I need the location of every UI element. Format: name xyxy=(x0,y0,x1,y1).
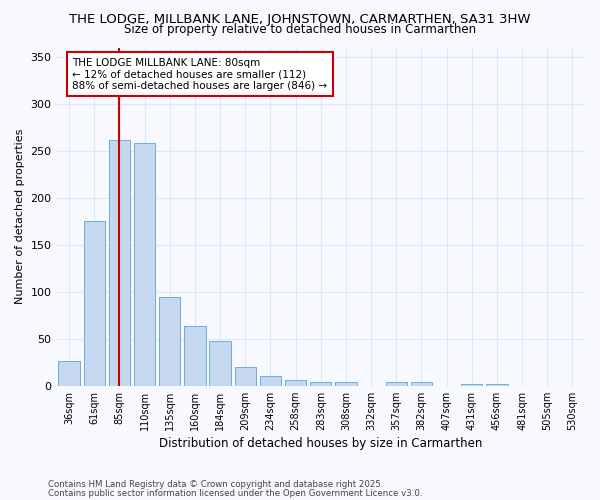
Bar xyxy=(461,384,482,386)
Bar xyxy=(184,326,206,386)
Bar xyxy=(58,362,80,386)
Text: THE LODGE MILLBANK LANE: 80sqm
← 12% of detached houses are smaller (112)
88% of: THE LODGE MILLBANK LANE: 80sqm ← 12% of … xyxy=(73,58,328,91)
Bar xyxy=(109,140,130,386)
Text: Contains HM Land Registry data © Crown copyright and database right 2025.: Contains HM Land Registry data © Crown c… xyxy=(48,480,383,489)
Bar xyxy=(235,367,256,386)
Bar xyxy=(134,144,155,386)
Text: Size of property relative to detached houses in Carmarthen: Size of property relative to detached ho… xyxy=(124,22,476,36)
Bar xyxy=(159,296,181,386)
Bar xyxy=(486,384,508,386)
Bar xyxy=(83,222,105,386)
Bar xyxy=(285,380,307,386)
Bar xyxy=(310,382,331,386)
Bar xyxy=(386,382,407,386)
Bar xyxy=(411,382,432,386)
Bar xyxy=(335,382,356,386)
Bar xyxy=(209,340,231,386)
Y-axis label: Number of detached properties: Number of detached properties xyxy=(15,129,25,304)
Bar xyxy=(260,376,281,386)
Text: THE LODGE, MILLBANK LANE, JOHNSTOWN, CARMARTHEN, SA31 3HW: THE LODGE, MILLBANK LANE, JOHNSTOWN, CAR… xyxy=(69,12,531,26)
X-axis label: Distribution of detached houses by size in Carmarthen: Distribution of detached houses by size … xyxy=(159,437,482,450)
Text: Contains public sector information licensed under the Open Government Licence v3: Contains public sector information licen… xyxy=(48,488,422,498)
